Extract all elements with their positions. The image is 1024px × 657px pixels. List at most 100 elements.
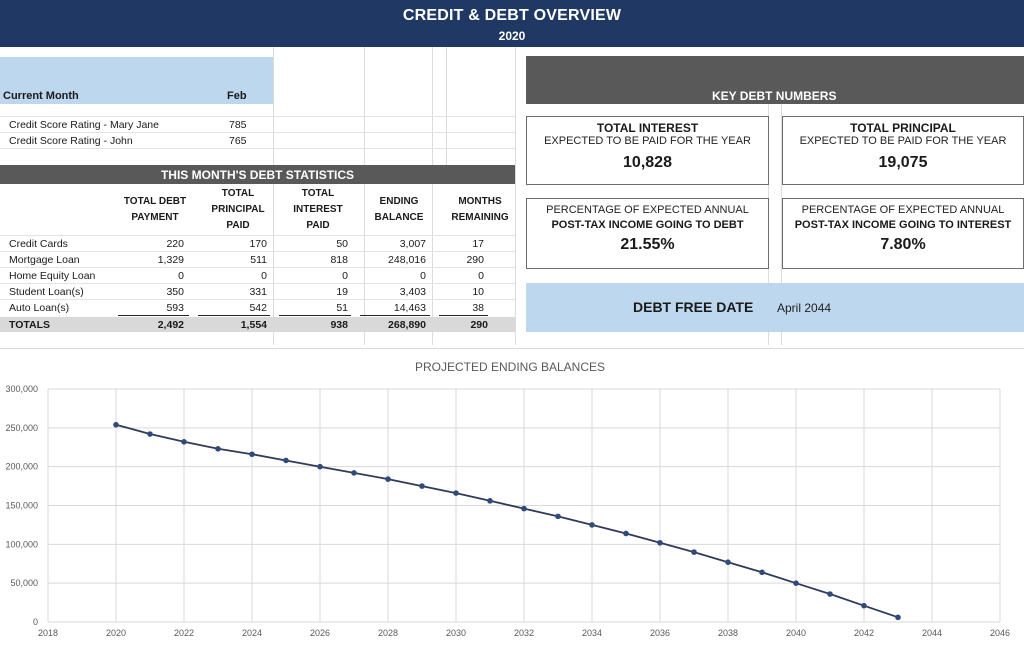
card-value[interactable]: 7.80% [880,236,926,253]
grid-line [0,235,515,236]
debt-free-date-value[interactable]: April 2044 [777,301,832,315]
table-cell[interactable]: 17 [472,238,484,250]
totals-cell[interactable]: 938 [330,319,348,331]
debt-free-date-label: DEBT FREE DATE [633,299,754,315]
current-month-value[interactable]: Feb [227,90,247,102]
totals-cell[interactable]: 1,554 [240,319,267,331]
grid-line [515,47,516,345]
chart-svg: PROJECTED ENDING BALANCES 0 50,000 100,000… [5,360,1010,638]
table-cell[interactable]: 0 [478,270,484,282]
table-cell[interactable]: 818 [330,254,348,266]
table-cell[interactable]: 0 [261,270,267,282]
table-cell[interactable]: 220 [166,238,184,250]
data-point[interactable] [725,559,731,565]
data-point[interactable] [657,539,663,546]
data-point[interactable] [521,505,527,512]
sum-underline [360,315,430,316]
data-point[interactable] [555,513,561,520]
table-cell[interactable]: 542 [249,302,267,314]
data-point[interactable] [623,530,629,537]
table-cell[interactable]: 3,403 [399,286,426,298]
card-subtitle: EXPECTED TO BE PAID FOR THE YEAR [799,135,1007,147]
data-point[interactable] [317,463,323,470]
projected-balances-chart[interactable]: PROJECTED ENDING BALANCES 0 50,000 100,000… [0,348,1024,652]
card-value[interactable]: 10,828 [623,154,672,171]
y-tick-label: 200,000 [5,462,38,472]
table-cell[interactable]: 248,016 [388,254,426,266]
table-cell[interactable]: 0 [178,270,184,282]
table-cell[interactable]: 10 [472,286,484,298]
totals-cell[interactable]: 268,890 [388,319,426,331]
table-cell[interactable]: 3,007 [399,238,426,250]
x-tick-label: 2020 [106,628,126,638]
table-cell[interactable]: 19 [336,286,348,298]
table-cell[interactable]: 50 [336,238,348,250]
data-point[interactable] [283,457,289,464]
table-cell[interactable]: 170 [249,238,267,250]
column-header-line: TOTAL [301,188,335,199]
data-point[interactable] [759,569,765,576]
data-point[interactable] [861,602,867,609]
data-point[interactable] [589,522,595,528]
grid-line [781,104,782,345]
sum-underline [439,315,488,316]
data-point[interactable] [215,446,221,452]
grid-line [0,267,515,268]
current-month-cell[interactable]: Current Month Feb [0,57,273,104]
x-tick-label: 2026 [310,628,330,638]
column-header-line: BALANCE [374,212,424,223]
data-point[interactable] [691,549,697,555]
grid-line [0,132,515,133]
page-year: 2020 [498,29,526,43]
card-value[interactable]: 19,075 [878,154,928,171]
total-interest-card: TOTAL INTEREST EXPECTED TO BE PAID FOR T… [526,116,769,185]
column-header: ENDING BALANCE [364,194,434,226]
table-cell[interactable]: 331 [249,286,267,298]
chart-title: PROJECTED ENDING BALANCES [415,360,605,374]
data-point[interactable] [147,431,153,437]
column-header-line: REMAINING [451,212,509,223]
row-label: Mortgage Loan [9,254,80,266]
grid-line [0,283,515,284]
sum-underline [279,315,351,316]
table-cell[interactable]: 511 [250,254,267,266]
table-cell[interactable]: 51 [336,302,348,314]
x-tick-label: 2036 [650,628,670,638]
card-title: POST-TAX INCOME GOING TO DEBT [551,219,744,231]
table-cell[interactable]: 290 [466,254,484,266]
table-cell[interactable]: 1,329 [157,254,184,266]
data-point[interactable] [419,483,425,489]
y-tick-label: 100,000 [5,539,38,549]
card-subtitle: PERCENTAGE OF EXPECTED ANNUAL [546,204,749,216]
column-header: MONTHS REMAINING [444,194,516,226]
current-month-label: Current Month [3,90,79,102]
table-cell[interactable]: 0 [342,270,348,282]
data-point[interactable] [453,490,459,496]
table-cell[interactable]: 593 [166,302,184,314]
column-header-line: TOTAL DEBT [123,196,187,207]
row-label: Student Loan(s) [9,286,84,298]
grid-line [0,251,515,252]
data-point[interactable] [113,421,119,428]
totals-cell[interactable]: 2,492 [157,319,184,331]
table-cell[interactable]: 14,463 [393,302,426,314]
row-label: Credit Cards [9,238,68,250]
x-axis-ticks: 2018 2020 2022 2024 2026 2028 2030 2032 2034 2036… [38,628,1010,638]
table-cell[interactable]: 0 [420,270,426,282]
x-tick-label: 2038 [718,628,738,638]
table-cell[interactable]: 350 [166,286,184,298]
data-point[interactable] [181,439,187,445]
data-point[interactable] [827,591,833,597]
data-point[interactable] [793,580,799,586]
data-point[interactable] [351,470,357,476]
data-point[interactable] [895,614,901,621]
totals-cell[interactable]: 290 [470,319,488,331]
data-point[interactable] [487,498,493,504]
data-point[interactable] [249,451,255,458]
data-point[interactable] [385,476,391,482]
card-value[interactable]: 21.55% [620,236,675,253]
credit-score-value[interactable]: 785 [229,119,247,131]
y-tick-label: 150,000 [5,501,38,511]
table-cell[interactable]: 38 [472,302,484,314]
credit-score-value[interactable]: 765 [229,135,247,147]
